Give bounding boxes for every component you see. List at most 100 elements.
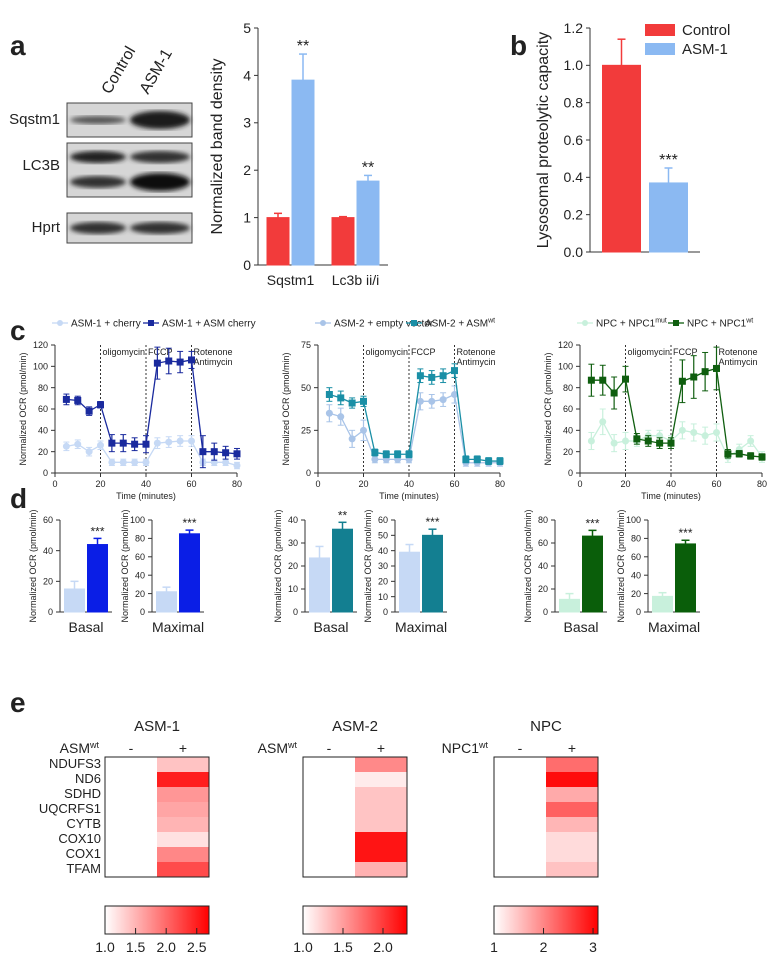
colorbar: [493, 905, 599, 935]
row-label: UQCRFS1: [39, 801, 101, 816]
column-label: -: [518, 740, 523, 756]
point: [222, 449, 230, 457]
heatmap-title: NPC: [530, 718, 562, 735]
y-tick-label: 4: [243, 67, 251, 83]
point: [747, 452, 755, 460]
point: [153, 439, 161, 447]
legend-swatch: [645, 43, 675, 55]
legend-marker: [411, 320, 417, 326]
heatmap-cell: [494, 862, 546, 877]
bar: [291, 79, 315, 266]
y-tick-label: 100: [130, 515, 145, 525]
x-tick-label: Maximal: [648, 619, 700, 635]
y-tick-label: 0: [543, 607, 548, 617]
heatmap-cell: [546, 802, 598, 817]
y-tick-label: 0: [636, 607, 641, 617]
heatmap-cell: [355, 772, 407, 787]
series-line: [66, 359, 238, 455]
legend-superscript: wt: [745, 318, 753, 325]
y-axis-label: Normalized OCR (pmol/min): [273, 509, 283, 622]
point: [382, 450, 390, 458]
x-tick-label: 0: [577, 479, 582, 489]
bar: [356, 180, 380, 266]
x-tick-label: 40: [141, 479, 151, 489]
event-label: Antimycin: [194, 357, 233, 367]
heatmap-cell: [494, 832, 546, 847]
point: [119, 439, 127, 447]
lane-label: ASM-1: [137, 46, 176, 97]
point: [142, 440, 150, 448]
significance: **: [338, 508, 348, 522]
event-label: Rotenone: [457, 347, 496, 357]
point: [233, 450, 241, 458]
row-label: CYTB: [66, 816, 101, 831]
point: [165, 438, 173, 446]
point: [337, 413, 345, 421]
y-tick-label: 5: [243, 20, 251, 36]
heatmap-border: [104, 756, 210, 878]
y-tick-label: 20: [288, 561, 298, 571]
row-label: COX1: [66, 846, 101, 861]
y-tick-label: 40: [563, 425, 573, 435]
significance: **: [362, 159, 374, 176]
bar: [331, 217, 355, 266]
event-label: FCCP: [148, 347, 173, 357]
point: [153, 359, 161, 367]
bar: [266, 217, 290, 266]
point: [142, 458, 150, 466]
point: [176, 437, 184, 445]
y-tick-label: 0: [306, 468, 311, 478]
point: [690, 373, 698, 381]
y-tick-label: 0: [383, 607, 388, 617]
y-tick-label: 40: [538, 561, 548, 571]
heatmap-cell: [157, 772, 209, 787]
point: [165, 357, 173, 365]
significance: ***: [659, 152, 678, 169]
event-label: FCCP: [673, 347, 698, 357]
point: [394, 450, 402, 458]
y-tick-label: 20: [43, 576, 53, 586]
heatmap-cell: [303, 862, 355, 877]
series-line: [66, 440, 238, 467]
x-tick-label: Maximal: [395, 619, 447, 635]
y-tick-label: 0: [568, 468, 573, 478]
y-tick-label: 100: [626, 515, 641, 525]
colorbar-tick-label: 1.5: [126, 939, 146, 955]
y-tick-label: 40: [378, 546, 388, 556]
heatmap-cell: [157, 847, 209, 862]
point: [416, 397, 424, 405]
x-tick-label: 20: [620, 479, 630, 489]
heatmap-cell: [105, 772, 157, 787]
point: [108, 458, 116, 466]
point: [337, 394, 345, 402]
column-label: -: [327, 740, 332, 756]
heatmap-cell: [494, 787, 546, 802]
condition-superscript: wt: [89, 740, 99, 750]
legend-marker: [57, 320, 63, 326]
point: [74, 440, 82, 448]
heatmap-cell: [546, 817, 598, 832]
y-tick-label: 50: [301, 383, 311, 393]
point: [348, 435, 356, 443]
heatmap-cell: [105, 817, 157, 832]
heatmap-cell: [355, 787, 407, 802]
point: [758, 453, 766, 461]
colorbar-tick-label: 1.0: [293, 939, 313, 955]
y-tick-label: 30: [378, 561, 388, 571]
point: [222, 458, 230, 466]
y-tick-label: 0: [293, 607, 298, 617]
event-label: oligomycin: [628, 347, 671, 357]
condition-label: ASMwt: [258, 740, 298, 756]
significance: ***: [182, 516, 196, 530]
point: [610, 439, 618, 447]
y-tick-label: 25: [301, 425, 311, 435]
bar: [582, 535, 603, 613]
y-tick-label: 80: [38, 383, 48, 393]
bar: [399, 551, 420, 613]
colorbar-tick-label: 2.0: [373, 939, 393, 955]
point: [131, 440, 139, 448]
point: [188, 437, 195, 445]
x-tick-label: Lc3b ii/i: [332, 272, 379, 288]
bar: [332, 528, 353, 613]
y-tick-label: 40: [288, 515, 298, 525]
